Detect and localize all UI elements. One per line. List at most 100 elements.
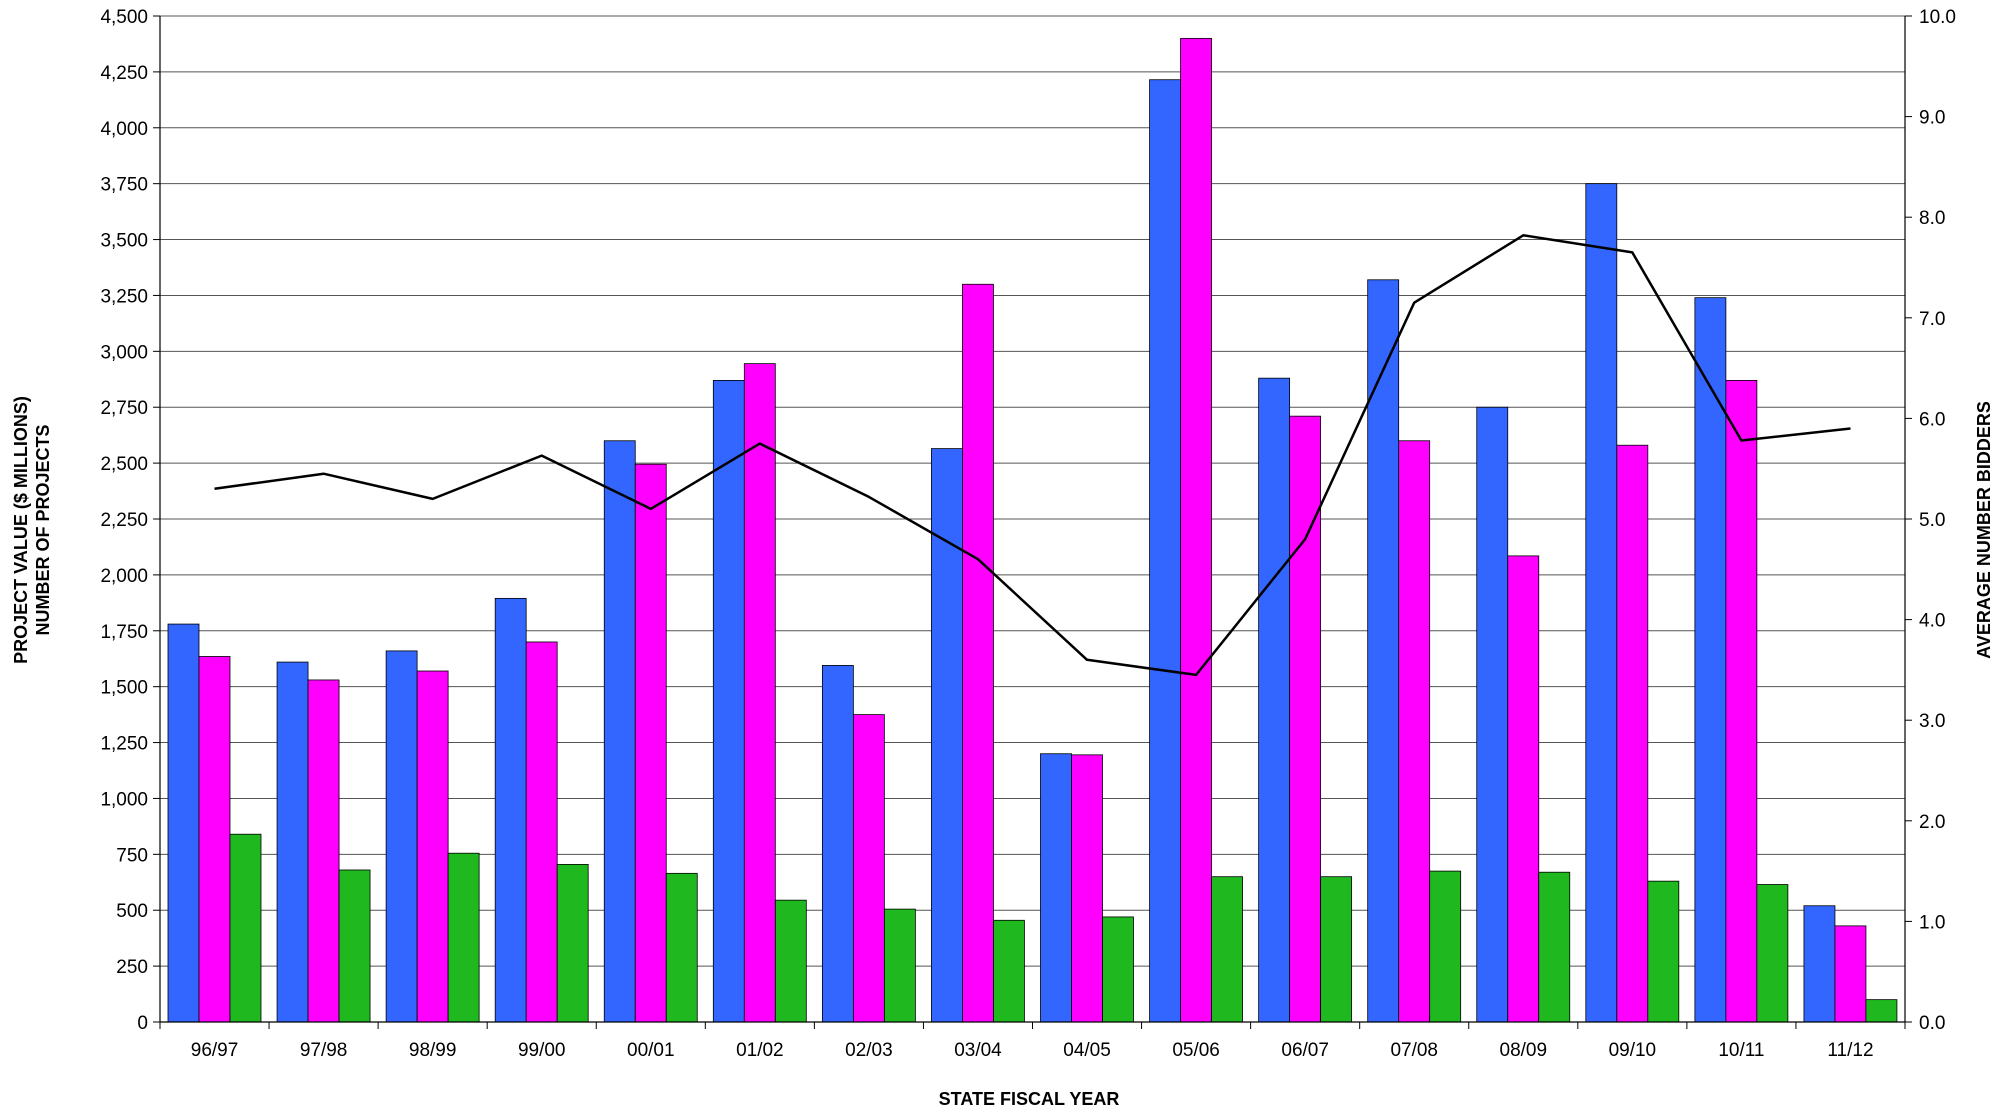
x-tick-label: 08/09 xyxy=(1500,1040,1548,1061)
right-tick-label: 9.0 xyxy=(1919,108,1945,129)
x-tick-label: 06/07 xyxy=(1281,1040,1329,1061)
x-tick-label: 99/00 xyxy=(518,1040,566,1061)
bar xyxy=(712,379,745,1023)
bar xyxy=(276,661,309,1023)
right-tick-label: 8.0 xyxy=(1919,208,1945,229)
left-tick-label: 0 xyxy=(137,1013,148,1034)
x-tick-label: 01/02 xyxy=(736,1040,784,1061)
x-tick-label: 05/06 xyxy=(1172,1040,1220,1061)
bar xyxy=(1040,753,1072,1023)
bar xyxy=(962,283,994,1023)
bar xyxy=(338,869,371,1023)
bar xyxy=(1865,999,1898,1023)
left-tick-label: 3,500 xyxy=(100,231,148,252)
x-tick-label: 04/05 xyxy=(1063,1040,1111,1061)
bar xyxy=(743,363,776,1023)
left-tick-label: 1,750 xyxy=(100,622,148,643)
x-tick-label: 00/01 xyxy=(627,1040,675,1061)
left-tick-label: 4,500 xyxy=(100,7,148,28)
left-tick-label: 500 xyxy=(116,901,148,922)
left-tick-label: 750 xyxy=(116,845,148,866)
bar xyxy=(993,919,1025,1023)
left-tick-label: 1,500 xyxy=(100,678,148,699)
bar xyxy=(1476,406,1509,1023)
bar xyxy=(1211,876,1243,1023)
left-axis-title-line2: NUMBER OF PROJECTS xyxy=(33,424,53,635)
right-tick-label: 0.0 xyxy=(1919,1013,1945,1034)
bar xyxy=(1647,880,1680,1023)
left-tick-label: 2,500 xyxy=(100,454,148,475)
average-bidders-line xyxy=(214,234,1851,677)
left-tick-label: 3,000 xyxy=(100,342,148,363)
bar-series xyxy=(167,37,1898,1023)
bar xyxy=(1507,555,1540,1023)
left-tick-label: 4,000 xyxy=(100,119,148,140)
x-tick-label: 10/11 xyxy=(1718,1040,1764,1061)
x-tick-label: 97/98 xyxy=(300,1040,348,1061)
bar xyxy=(167,623,200,1023)
bar xyxy=(1538,871,1571,1023)
axes xyxy=(153,15,1912,1029)
bar xyxy=(931,448,963,1023)
left-tick-label: 1,250 xyxy=(100,734,148,755)
bar xyxy=(525,641,558,1023)
right-tick-label: 2.0 xyxy=(1919,812,1945,833)
bar xyxy=(1289,415,1322,1023)
bar xyxy=(1756,884,1789,1023)
left-tick-label: 2,250 xyxy=(100,510,148,531)
bar xyxy=(774,899,807,1023)
left-tick-label: 250 xyxy=(116,957,148,978)
bar xyxy=(634,463,667,1023)
bar xyxy=(494,597,527,1023)
right-tick-label: 6.0 xyxy=(1919,409,1945,430)
bar xyxy=(1834,925,1867,1023)
right-tick-label: 1.0 xyxy=(1919,912,1945,933)
x-tick-label: 98/99 xyxy=(409,1040,457,1061)
bar xyxy=(229,833,262,1023)
bar xyxy=(1429,870,1462,1023)
x-tick-label: 03/04 xyxy=(954,1040,1002,1061)
bar xyxy=(1616,444,1649,1023)
bar xyxy=(1803,905,1836,1023)
bar xyxy=(416,670,449,1023)
right-tick-label: 3.0 xyxy=(1919,711,1945,732)
left-tick-label: 2,000 xyxy=(100,566,148,587)
bar xyxy=(852,714,885,1023)
bar xyxy=(385,650,418,1023)
bar xyxy=(1585,183,1618,1023)
bar xyxy=(1149,79,1181,1023)
bar xyxy=(1694,297,1727,1023)
left-tick-label: 3,750 xyxy=(100,175,148,196)
left-axis-title-line1: PROJECT VALUE ($ MILLIONS) xyxy=(11,396,31,664)
x-tick-label: 11/12 xyxy=(1827,1040,1873,1061)
bar xyxy=(198,656,231,1023)
line-series xyxy=(214,234,1851,677)
bar xyxy=(556,863,589,1023)
bar xyxy=(665,872,698,1023)
bar xyxy=(1180,37,1212,1023)
bar xyxy=(603,440,636,1023)
bar xyxy=(1071,754,1103,1023)
right-tick-label: 5.0 xyxy=(1919,510,1945,531)
x-tick-label: 07/08 xyxy=(1390,1040,1438,1061)
bar xyxy=(447,852,480,1023)
left-tick-label: 3,250 xyxy=(100,286,148,307)
right-axis-title: AVERAGE NUMBER BIDDERS xyxy=(1974,401,1994,659)
tick-labels: 0 250 500 750 1,000 1,250 1,500 1,750 2,000 2,250… xyxy=(100,7,1956,1061)
x-tick-label: 96/97 xyxy=(191,1040,239,1061)
bar xyxy=(1102,916,1134,1023)
bar xyxy=(1367,279,1400,1023)
bar xyxy=(1398,440,1431,1023)
bar xyxy=(883,908,916,1023)
right-tick-label: 7.0 xyxy=(1919,309,1945,330)
bar xyxy=(1725,379,1758,1023)
right-tick-label: 10.0 xyxy=(1919,7,1956,28)
x-tick-label: 02/03 xyxy=(845,1040,893,1061)
bar xyxy=(1320,876,1353,1023)
left-tick-label: 2,750 xyxy=(100,398,148,419)
x-tick-label: 09/10 xyxy=(1609,1040,1657,1061)
x-axis-title: STATE FISCAL YEAR xyxy=(939,1089,1120,1109)
right-tick-label: 4.0 xyxy=(1919,611,1945,632)
